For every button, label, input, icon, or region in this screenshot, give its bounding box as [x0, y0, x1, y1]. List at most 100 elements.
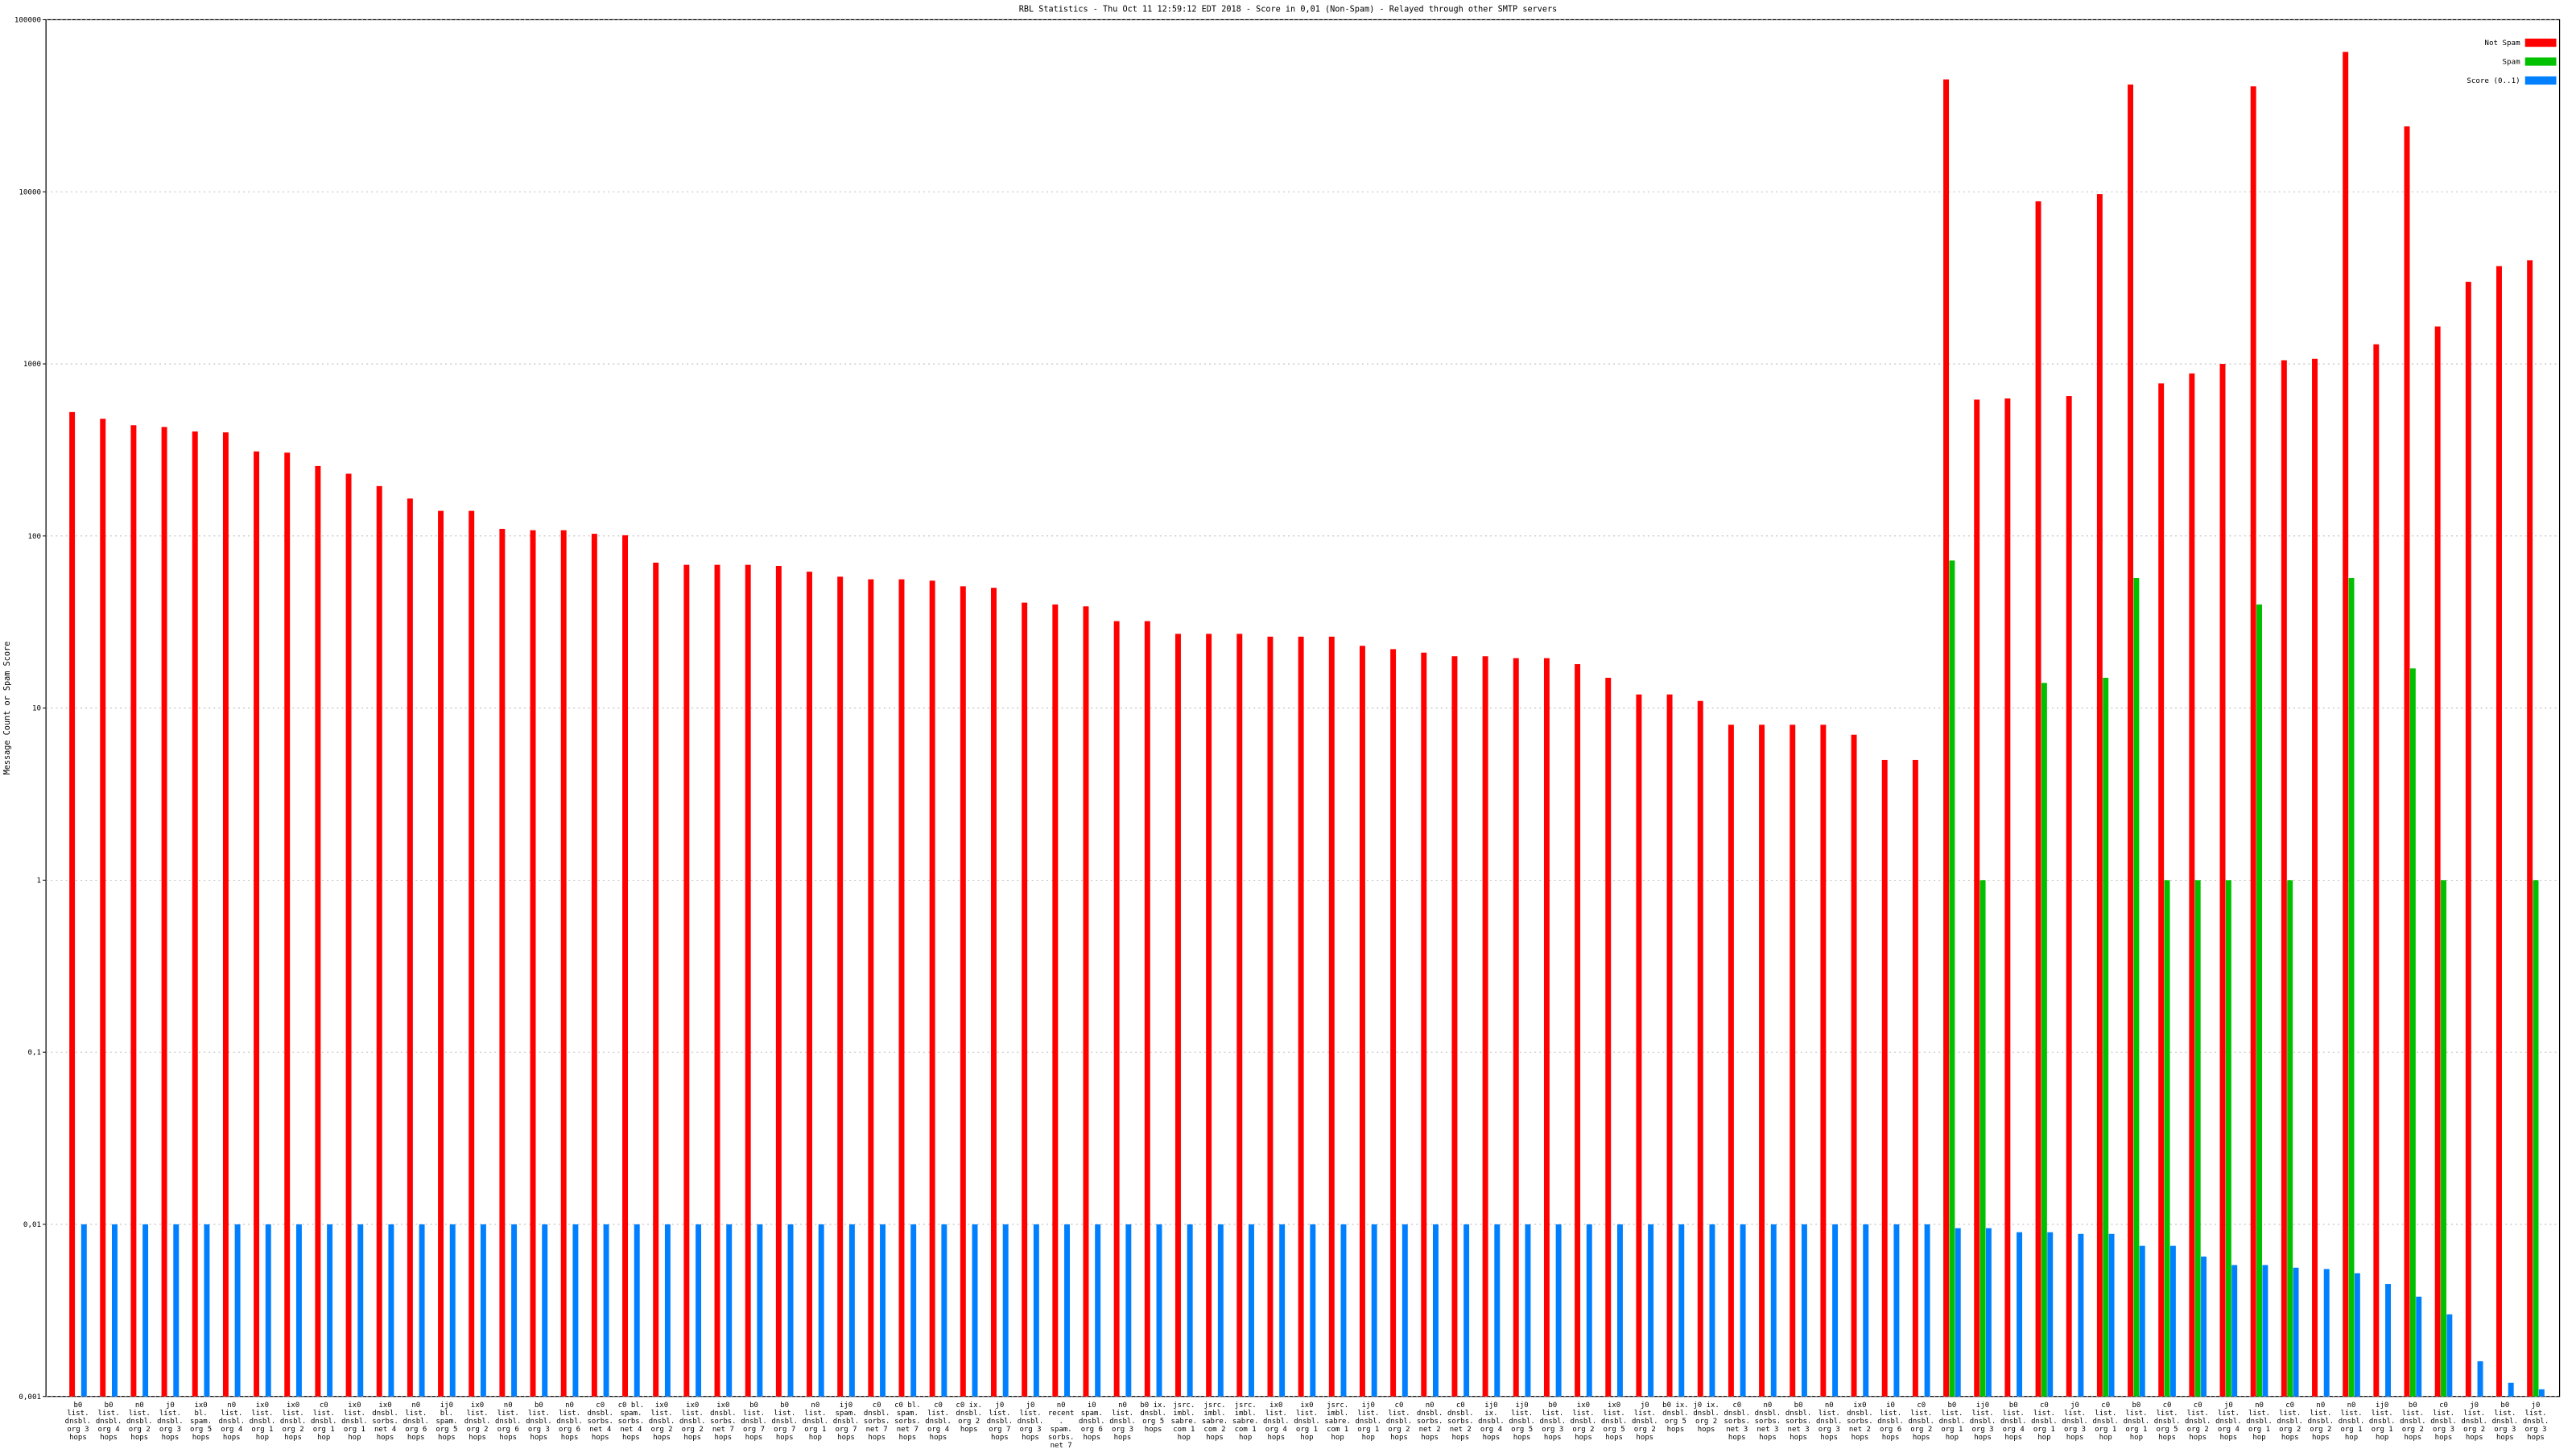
bar — [161, 427, 167, 1397]
bar — [622, 535, 628, 1397]
bar — [1328, 636, 1335, 1397]
bar — [1310, 1224, 1316, 1397]
bar — [1801, 1224, 1807, 1397]
bar — [1543, 658, 1550, 1397]
bar — [1770, 1224, 1777, 1397]
bar — [1052, 604, 1059, 1397]
x-tick-label: ij0 bl. spam. org 5 hops — [436, 1401, 458, 1442]
bar — [542, 1224, 548, 1397]
x-tick-label: ix0 list. dnsbl. org 2 hops — [679, 1401, 706, 1442]
x-tick-label: ix0 list. dnsbl. org 1 hop — [1294, 1401, 1320, 1442]
x-tick-label: b0 list. dnsbl. org 1 hop — [2123, 1401, 2150, 1442]
bar — [2404, 126, 2410, 1397]
bar — [1955, 1228, 1961, 1397]
x-tick-label: n0 list. dnsbl. org 1 hop — [802, 1401, 829, 1442]
x-tick-label: ix0 list. dnsbl. org 1 hop — [341, 1401, 368, 1442]
bar — [1525, 1224, 1531, 1397]
bar — [2281, 360, 2287, 1397]
bar — [960, 586, 966, 1397]
bar — [1359, 646, 1365, 1397]
bar — [2446, 1314, 2453, 1397]
x-tick-label: c0 dnsbl. sorbs. net 4 hops — [587, 1401, 613, 1442]
x-tick-label: n0 list. dnsbl. org 2 hops — [2307, 1401, 2334, 1442]
bar — [2527, 260, 2533, 1397]
x-tick-label: n0 list. dnsbl. org 1 hop — [2246, 1401, 2273, 1442]
bar — [2066, 396, 2072, 1397]
bar — [2047, 1232, 2054, 1397]
bar — [2128, 85, 2133, 1397]
x-tick-label: c0 bl. spam. sorbs. net 4 hops — [617, 1401, 645, 1442]
bar — [1482, 656, 1488, 1397]
bar — [2533, 880, 2539, 1397]
x-tick-label: jsrc. imbl. sabre. com 1 hop — [1170, 1401, 1198, 1442]
x-tick-label: n0 list. dnsbl. org 6 hops — [556, 1401, 583, 1442]
bar — [2035, 201, 2041, 1397]
bar — [818, 1224, 824, 1397]
x-tick-label: b0 list. dnsbl. org 4 hops — [95, 1401, 122, 1442]
bar — [1402, 1224, 1408, 1397]
bar — [315, 465, 321, 1397]
bar — [1421, 652, 1427, 1397]
bar — [787, 1224, 794, 1397]
x-tick-label: n0 list. dnsbl. org 6 hops — [402, 1401, 429, 1442]
x-tick-label: ix0 list. dnsbl. org 1 hop — [249, 1401, 276, 1442]
bar — [69, 411, 76, 1397]
x-tick-label: b0 list. dnsbl. org 3 hops — [64, 1401, 92, 1442]
x-tick-label: i0 spam. dnsbl. org 6 hops — [1079, 1401, 1105, 1442]
bar — [295, 1224, 302, 1397]
x-tick-label: ij0 spam. dnsbl. org 7 hops — [832, 1401, 860, 1442]
bar — [1616, 1224, 1623, 1397]
bar — [419, 1224, 425, 1397]
bar — [683, 564, 690, 1397]
bar — [1144, 621, 1150, 1397]
bar — [2348, 578, 2355, 1397]
bar — [1893, 1224, 1900, 1397]
x-tick-label: b0 ix. dnsbl. org 5 hops — [1662, 1401, 1689, 1434]
bar — [1636, 694, 1642, 1397]
x-tick-label: b0 list. dnsbl. org 2 hops — [2400, 1401, 2426, 1442]
bar — [2354, 1273, 2360, 1397]
x-tick-label: n0 recent. spam. sorbs. net 7 hops — [1047, 1401, 1075, 1449]
x-tick-label: b0 ix. dnsbl. org 5 hops — [1140, 1401, 1166, 1434]
bar — [265, 1224, 271, 1397]
bar — [1740, 1224, 1746, 1397]
legend-label: Score (0..1) — [2467, 76, 2520, 85]
x-tick-label: c0 bl. spam. sorbs. net 7 hops — [894, 1401, 921, 1442]
bar — [1279, 1224, 1286, 1397]
bar — [1463, 1224, 1470, 1397]
x-tick-label: ix0 dnsbl. sorbs. net 7 hops — [710, 1401, 737, 1442]
bar — [1697, 700, 1703, 1397]
bar — [1728, 724, 1734, 1397]
x-tick-label: ix0 dnsbl. sorbs. net 2 hops — [1847, 1401, 1873, 1442]
bar — [2225, 880, 2231, 1397]
legend-swatch — [2524, 57, 2557, 66]
bar — [1390, 649, 1397, 1397]
bar — [2004, 398, 2011, 1397]
x-tick-label: c0 list. dnsbl. org 2 hops — [2184, 1401, 2211, 1442]
bar — [388, 1224, 394, 1397]
bar — [1949, 560, 1955, 1397]
bar — [407, 498, 413, 1397]
bar — [2293, 1267, 2299, 1397]
x-tick-label: jsrc. imbl. sabre. com 2 hops — [1201, 1401, 1228, 1442]
bar — [1156, 1224, 1162, 1397]
bar — [357, 1224, 364, 1397]
bar — [222, 432, 229, 1397]
bar — [499, 528, 506, 1397]
bar — [1217, 1224, 1224, 1397]
bar — [1236, 634, 1243, 1397]
x-tick-label: i0 list. dnsbl. org 6 hops — [1877, 1401, 1904, 1442]
bar — [2508, 1382, 2514, 1397]
bar — [511, 1224, 518, 1397]
x-tick-label: b0 list. dnsbl. org 7 hops — [741, 1401, 767, 1442]
bar — [2017, 1232, 2023, 1397]
x-tick-label: ix0 list. dnsbl. org 2 hops — [279, 1401, 307, 1442]
x-tick-label: ix0 list. dnsbl. org 2 hops — [1570, 1401, 1597, 1442]
bar — [130, 425, 137, 1397]
bar — [2041, 683, 2047, 1397]
bar — [837, 576, 844, 1397]
bar — [972, 1224, 978, 1397]
bar — [991, 588, 997, 1397]
